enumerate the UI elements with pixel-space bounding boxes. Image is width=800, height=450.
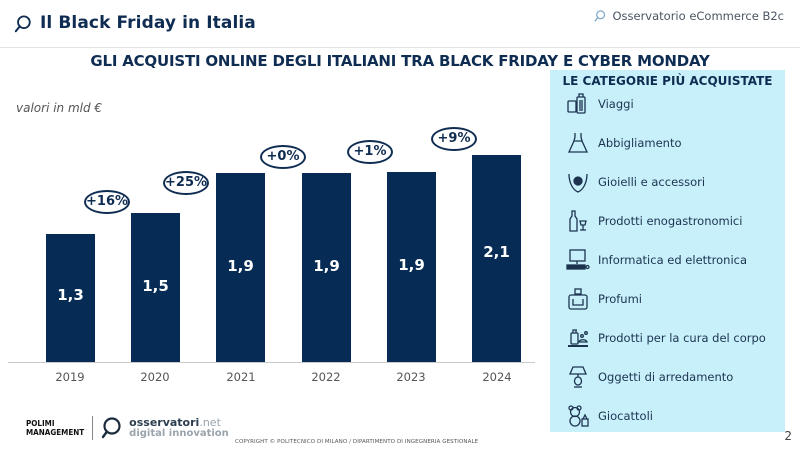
bar-value: 1,3: [57, 286, 84, 304]
osservatori-tagline: digital innovation: [129, 428, 229, 439]
category-item: Gioielli e accessori: [566, 170, 705, 194]
categories-panel: LE CATEGORIE PIÙ ACQUISTATE Viaggi Abbig…: [550, 70, 785, 432]
category-item: Viaggi: [566, 92, 634, 116]
osservatori-logo-icon: [101, 417, 121, 439]
bar-value: 1,9: [313, 257, 340, 275]
bar-2019: 1,3: [46, 234, 95, 362]
growth-badge: +9%: [431, 127, 477, 151]
lamp-icon: [569, 366, 587, 388]
observatory-label: Osservatorio eCommerce B2c: [594, 9, 784, 23]
dress-icon: [567, 133, 589, 153]
x-tick-2019: 2019: [55, 370, 85, 384]
bar-2024: 2,1: [472, 155, 521, 362]
header: Il Black Friday in Italia Osservatorio e…: [0, 0, 800, 48]
panel-title: LE CATEGORIE PIÙ ACQUISTATE: [562, 74, 773, 88]
growth-badge: +1%: [347, 140, 393, 164]
management-text: MANAGEMENT: [26, 428, 85, 437]
category-label: Abbigliamento: [598, 136, 682, 150]
polimi-text: POLIMI: [26, 419, 55, 428]
x-tick-2022: 2022: [311, 370, 341, 384]
bar-value: 1,9: [227, 257, 254, 275]
observatory-name: Osservatorio eCommerce B2c: [612, 9, 784, 23]
category-label: Viaggi: [598, 97, 634, 111]
chart-title: GLI ACQUISTI ONLINE DEGLI ITALIANI TRA B…: [90, 52, 710, 70]
category-item: Prodotti enogastronomici: [566, 209, 742, 233]
computer-icon: [566, 249, 590, 270]
category-item: Profumi: [566, 287, 642, 311]
category-item: Oggetti di arredamento: [566, 365, 733, 389]
category-label: Giocattoli: [598, 409, 653, 423]
x-tick-2024: 2024: [482, 370, 512, 384]
category-label: Informatica ed elettronica: [598, 253, 748, 267]
divider: [92, 416, 94, 440]
growth-badge: +25%: [163, 171, 209, 195]
luggage-icon: [567, 93, 586, 114]
x-tick-2021: 2021: [226, 370, 256, 384]
category-item: Abbigliamento: [566, 131, 682, 155]
bar-value: 2,1: [483, 243, 510, 261]
wine-icon: [569, 210, 587, 232]
category-label: Prodotti per la cura del corpo: [598, 331, 766, 345]
category-item: Prodotti per la cura del corpo: [566, 326, 766, 350]
category-label: Oggetti di arredamento: [598, 370, 734, 384]
magnifier-speech-icon: [14, 15, 31, 33]
teddy-bear-icon: [568, 405, 589, 427]
growth-badge: +16%: [84, 190, 130, 214]
footer-logos: POLIMI MANAGEMENT osservatori.net digita…: [26, 416, 229, 440]
bar-2020: 1,5: [131, 213, 180, 362]
bar-2023: 1,9: [387, 172, 436, 362]
category-label: Prodotti enogastronomici: [598, 214, 743, 228]
polimi-logo: POLIMI MANAGEMENT: [26, 419, 84, 437]
body-care-icon: [568, 329, 588, 347]
bar-value: 1,9: [398, 256, 425, 274]
osservatori-logo: osservatori.net digital innovation: [129, 417, 229, 439]
x-tick-2023: 2023: [396, 370, 426, 384]
category-label: Gioielli e accessori: [598, 175, 706, 189]
category-item: Informatica ed elettronica: [566, 248, 747, 272]
osservatori-tld: .net: [199, 416, 221, 429]
magnifier-speech-icon: [595, 10, 606, 22]
necklace-icon: [568, 173, 588, 193]
category-label: Profumi: [598, 292, 642, 306]
bar-value: 1,5: [142, 277, 169, 295]
x-tick-2020: 2020: [140, 370, 170, 384]
unit-label: valori in mld €: [16, 101, 103, 115]
bar-2021: 1,9: [216, 173, 265, 362]
perfume-icon: [568, 288, 588, 310]
copyright: COPYRIGHT © POLITECNICO DI MILANO / DIPA…: [235, 439, 479, 445]
x-axis-line: [8, 362, 535, 363]
osservatori-name: osservatori: [129, 416, 200, 429]
bar-chart: 1,3 1,5 1,9 1,9 1,9 2,1 2019 2020 2021 2…: [8, 127, 535, 384]
bar-2022: 1,9: [302, 173, 351, 362]
page-number: 2: [784, 429, 792, 443]
growth-badge: +0%: [260, 145, 306, 169]
page-title: Il Black Friday in Italia: [40, 13, 256, 33]
category-item: Giocattoli: [566, 404, 653, 428]
